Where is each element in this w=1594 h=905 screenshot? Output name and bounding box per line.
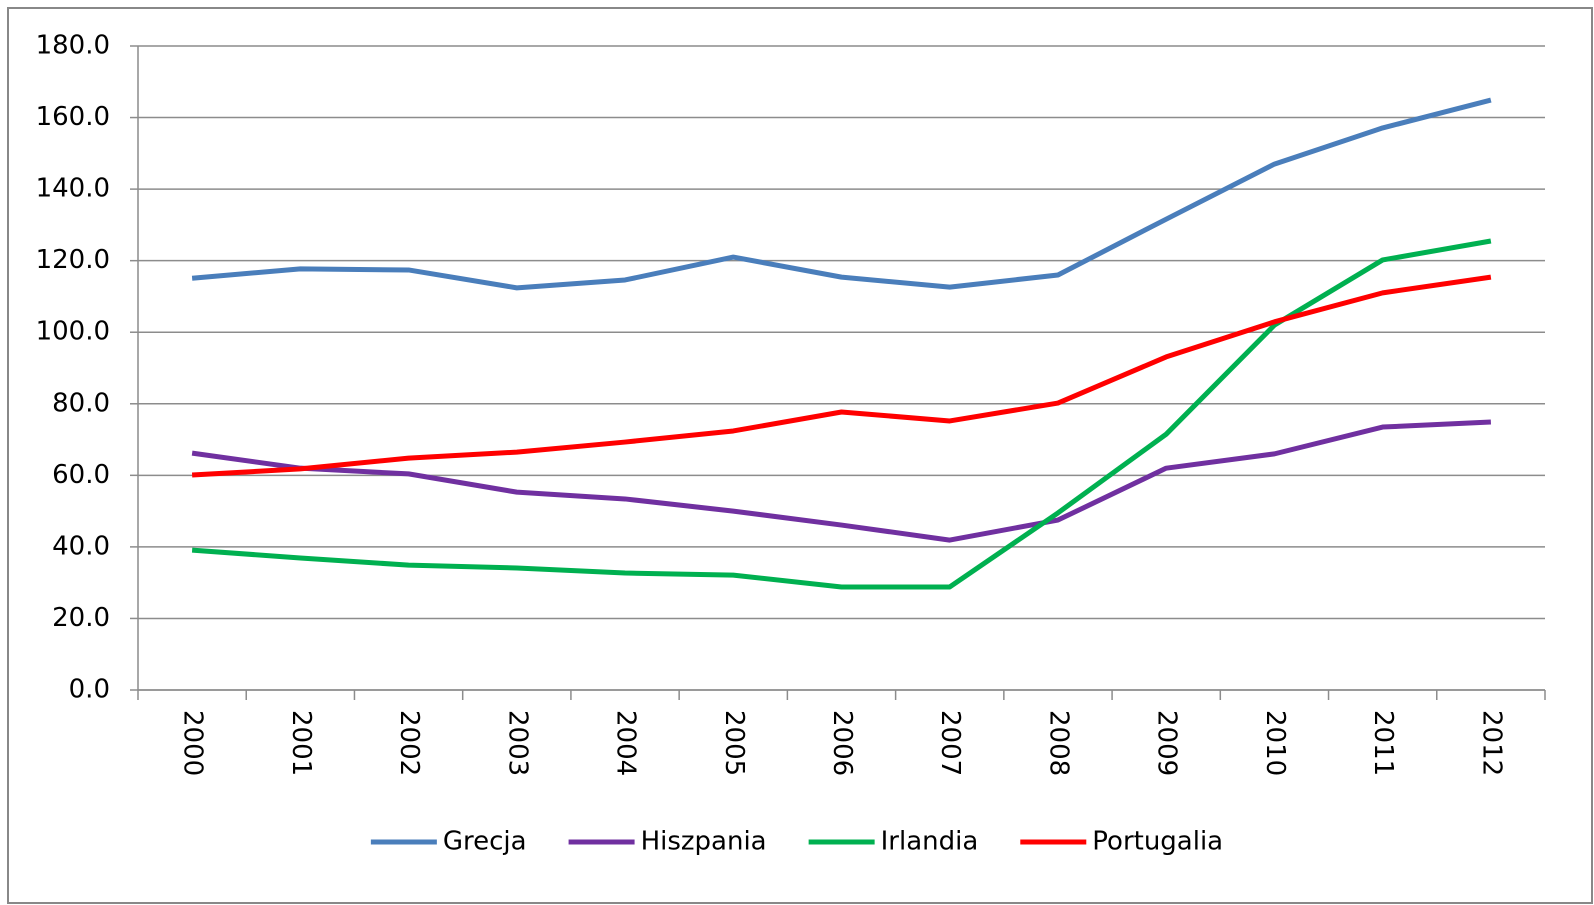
legend-label: Hiszpania [641,827,767,857]
y-tick-label: 180.0 [36,31,110,61]
legend-label: Portugalia [1092,827,1223,857]
x-tick-label: 2006 [827,710,857,776]
y-tick-label: 80.0 [52,388,110,418]
legend-label: Irlandia [881,827,979,857]
chart-frame [7,7,1593,904]
series-line [191,97,1492,291]
x-tick-label: 2012 [1476,710,1506,776]
legend-label: Grecja [443,827,527,857]
y-tick-label: 160.0 [36,102,110,132]
x-tick-label: 2010 [1260,710,1290,776]
x-tick-label: 2008 [1043,710,1073,776]
x-tick-label: 2011 [1368,710,1398,776]
series-line [191,419,1491,543]
x-tick-label: 2000 [178,710,208,776]
x-tick-label: 2001 [286,710,316,776]
x-tick-label: 2002 [394,710,424,776]
x-tick-label: 2005 [719,710,749,776]
series-line [191,238,1492,590]
y-tick-label: 60.0 [52,460,110,490]
y-tick-label: 100.0 [36,317,110,347]
y-tick-label: 120.0 [36,245,110,275]
x-tick-label: 2004 [611,710,641,776]
y-tick-label: 20.0 [52,603,110,633]
y-tick-label: 140.0 [36,174,110,204]
series-line [191,274,1492,478]
y-tick-label: 0.0 [69,675,110,705]
y-tick-label: 40.0 [52,531,110,561]
x-tick-label: 2003 [502,710,532,776]
x-tick-label: 2009 [1152,710,1182,776]
x-tick-label: 2007 [935,710,965,776]
